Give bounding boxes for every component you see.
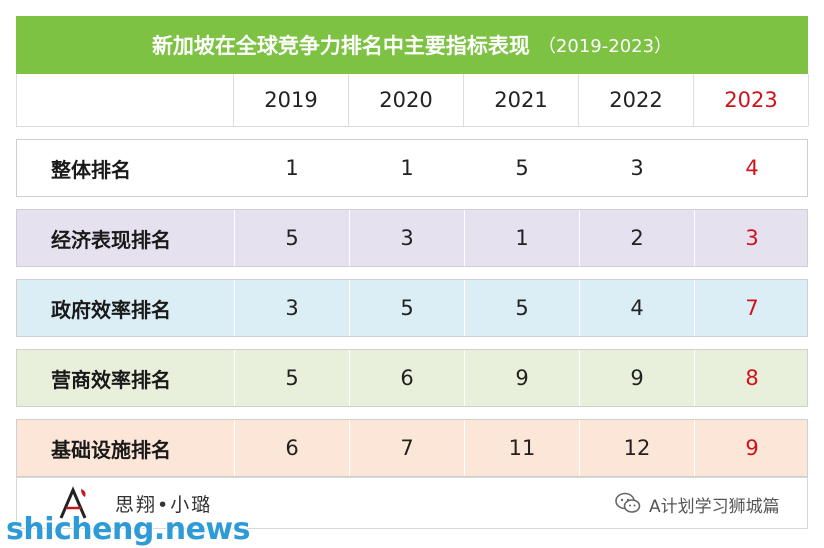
title-years: （2019-2023） bbox=[537, 36, 673, 57]
table-cell: 11 bbox=[464, 420, 579, 476]
row-label: 整体排名 bbox=[51, 157, 131, 182]
table-cell: 5 bbox=[464, 280, 579, 336]
table-cell: 6 bbox=[349, 350, 464, 406]
column-header-2019: 2019 bbox=[234, 74, 349, 126]
table-cell: 1 bbox=[349, 140, 464, 196]
table-cell: 1 bbox=[464, 210, 579, 266]
ranking-table: 新加坡在全球竞争力排名中主要指标表现 （2019-2023） 2019 2020 20… bbox=[16, 16, 809, 477]
wechat-account-name: A计划学习狮城篇 bbox=[649, 497, 780, 517]
table-cell: 9 bbox=[694, 420, 809, 476]
table-row: 政府效率排名 3 5 5 4 7 bbox=[16, 279, 808, 337]
wechat-icon bbox=[615, 492, 641, 513]
watermark-text: shicheng.news bbox=[6, 512, 251, 547]
table-cell: 9 bbox=[579, 350, 694, 406]
logo-a-mark bbox=[59, 486, 87, 519]
row-label: 政府效率排名 bbox=[51, 297, 171, 322]
footer-bar: 思翔•小璐 A计划学习狮城篇 bbox=[16, 477, 808, 529]
table-cell: 5 bbox=[464, 140, 579, 196]
table-cell: 5 bbox=[234, 350, 349, 406]
table-cell: 12 bbox=[579, 420, 694, 476]
title-text: 新加坡在全球竞争力排名中主要指标表现 bbox=[151, 34, 530, 58]
table-cell: 7 bbox=[349, 420, 464, 476]
table-cell: 3 bbox=[694, 210, 809, 266]
column-header-2020: 2020 bbox=[349, 74, 464, 126]
table-cell: 5 bbox=[234, 210, 349, 266]
column-header-2022: 2022 bbox=[579, 74, 694, 126]
column-header-2021: 2021 bbox=[464, 74, 579, 126]
table-cell: 8 bbox=[694, 350, 809, 406]
table-row: 整体排名 1 1 5 3 4 bbox=[16, 139, 808, 197]
header-corner bbox=[17, 74, 234, 126]
table-row: 经济表现排名 5 3 1 2 3 bbox=[16, 209, 808, 267]
table-cell: 7 bbox=[694, 280, 809, 336]
table-cell: 6 bbox=[234, 420, 349, 476]
table-cell: 4 bbox=[579, 280, 694, 336]
row-label: 基础设施排名 bbox=[51, 437, 171, 462]
table-cell: 5 bbox=[349, 280, 464, 336]
header-row: 2019 2020 2021 2022 2023 bbox=[16, 74, 809, 127]
table-cell: 3 bbox=[579, 140, 694, 196]
table-cell: 4 bbox=[694, 140, 809, 196]
column-header-2023: 2023 bbox=[694, 74, 809, 126]
table-row: 营商效率排名 5 6 9 9 8 bbox=[16, 349, 808, 407]
row-label: 经济表现排名 bbox=[51, 227, 171, 252]
table-cell: 3 bbox=[349, 210, 464, 266]
table-cell: 3 bbox=[234, 280, 349, 336]
table-title: 新加坡在全球竞争力排名中主要指标表现 （2019-2023） bbox=[16, 16, 808, 74]
table-row: 基础设施排名 6 7 11 12 9 bbox=[16, 419, 808, 477]
table-cell: 2 bbox=[579, 210, 694, 266]
table-cell: 9 bbox=[464, 350, 579, 406]
row-label: 营商效率排名 bbox=[51, 367, 171, 392]
logo-text: 思翔•小璐 bbox=[115, 494, 213, 516]
table-cell: 1 bbox=[234, 140, 349, 196]
